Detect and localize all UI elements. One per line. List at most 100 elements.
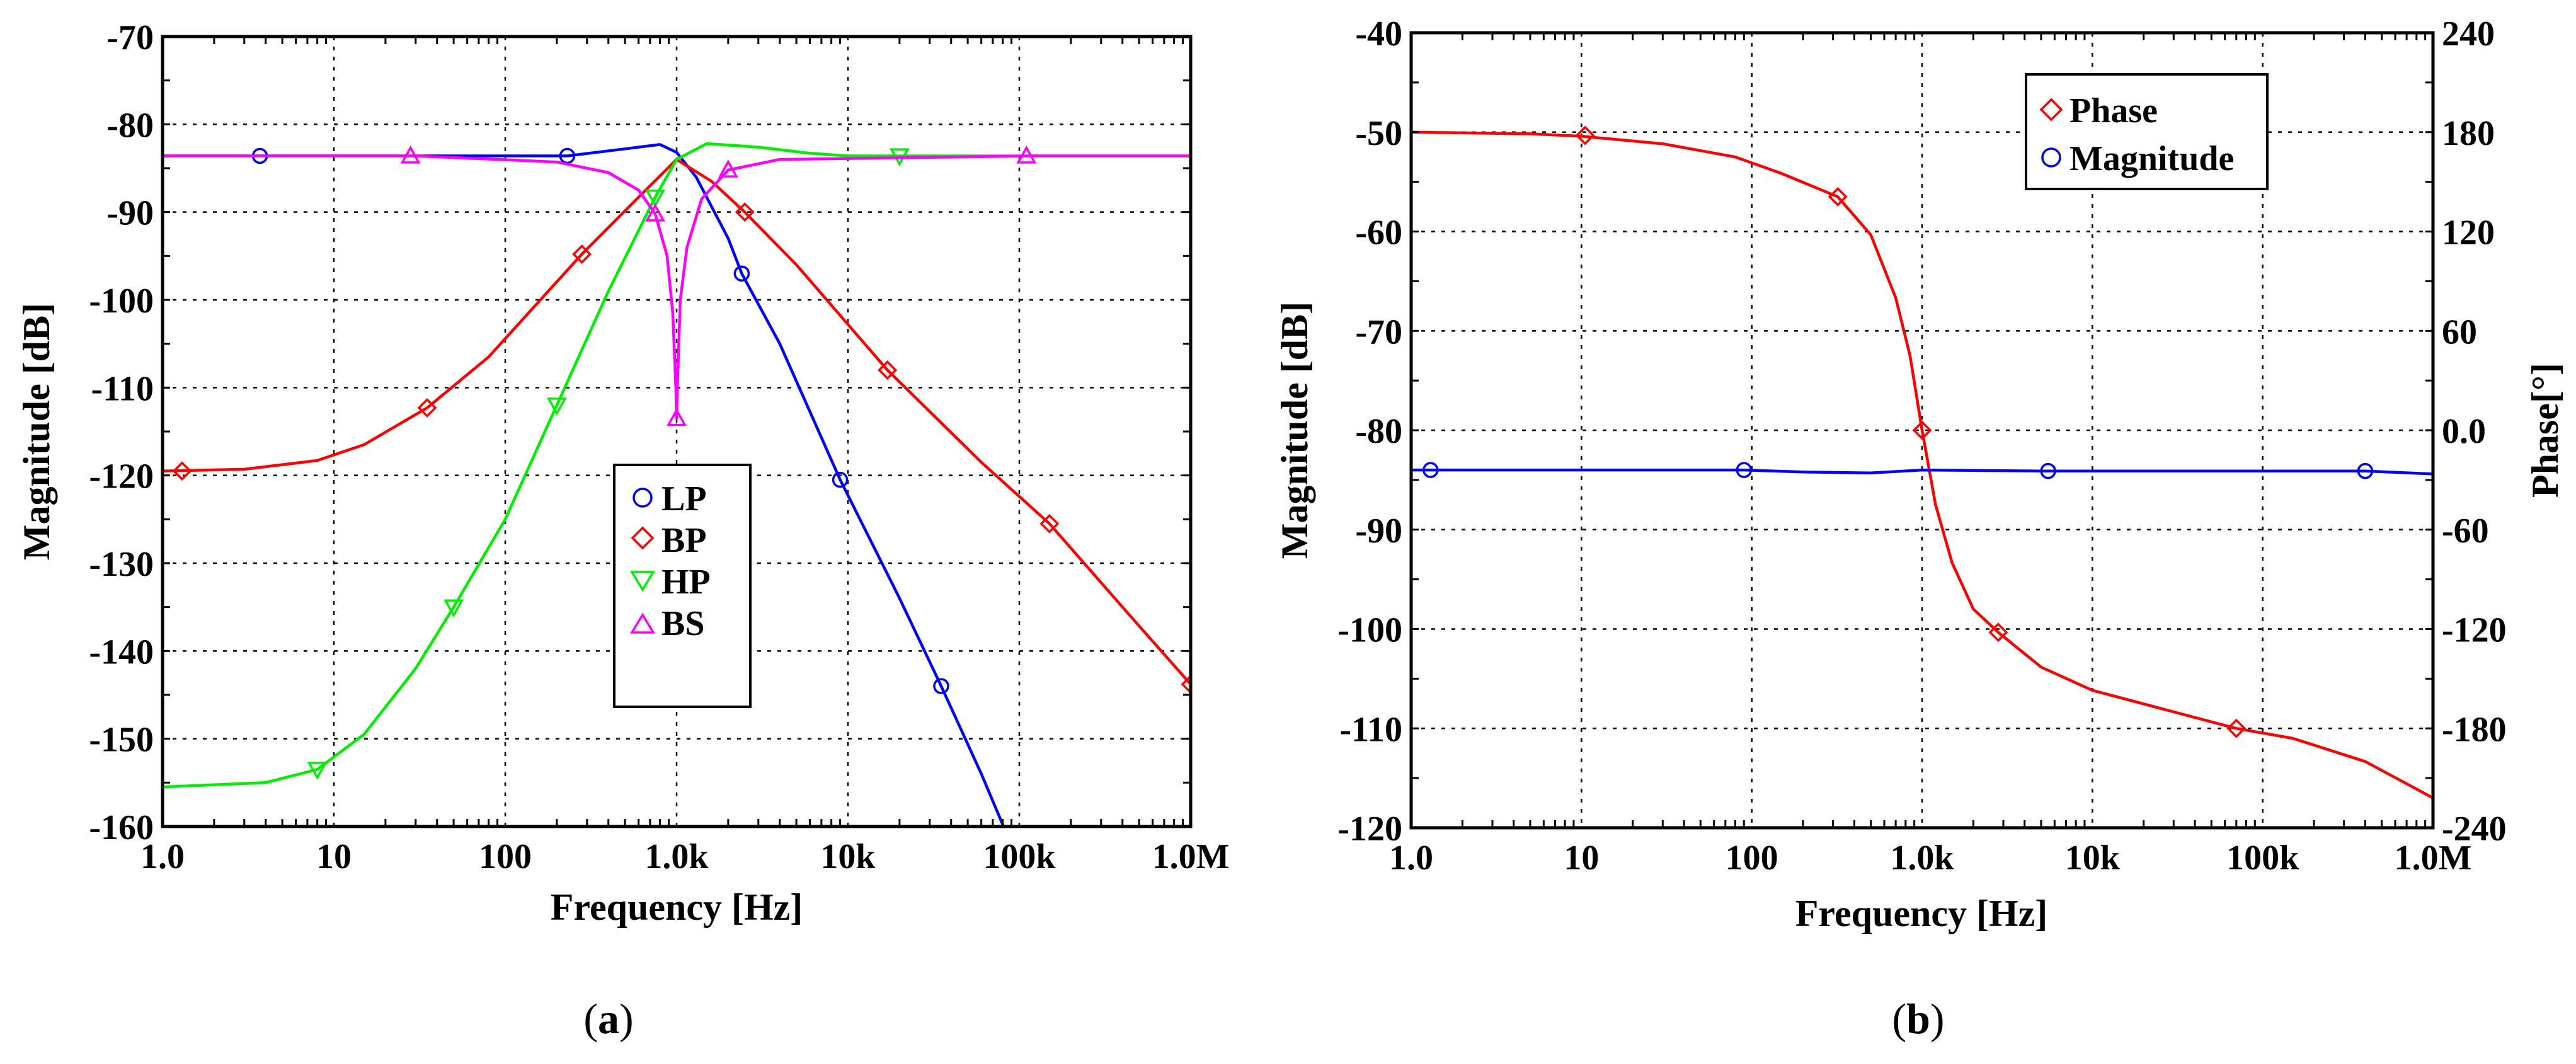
chart-b-legend: Phase Magnitude (2025, 73, 2269, 190)
chart-a-marker-bs (1016, 145, 1037, 164)
chart-a-y-ticks: -70 -80 -90 -100 -110 -120 -130 -140 -150 -160 (89, 18, 1191, 847)
chart-a-line-hp (163, 142, 1191, 789)
chart-a-marker-lp (832, 471, 849, 488)
chart-b-xtick-label: 1.0k (1890, 838, 1954, 878)
chart-b-ytick-label: -90 (1355, 512, 1402, 551)
chart-b-x-ticks: 1.0 10 100 1.0k 10k 100k 1.0M (1389, 33, 2471, 878)
chart-b-marker-magnitude (1423, 462, 1439, 478)
chart-b-y2-ticks: 240 180 120 60 0.0 -60 -120 -180 -240 (2442, 14, 2507, 849)
chart-b-marker-magnitude (1736, 462, 1753, 478)
chart-a-xtick-label: 10k (820, 837, 876, 876)
chart-a-legend: LP BP HP BS (613, 464, 752, 708)
chart-a-marker-lp (733, 265, 750, 282)
chart-a-marker-bp (172, 461, 192, 481)
chart-b-y2tick-label: -60 (2442, 512, 2489, 551)
chart-b-ytick-label: -120 (1337, 809, 1402, 849)
chart-a-xtick-label: 100 (479, 837, 532, 876)
legend-magnitude-marker (2041, 147, 2061, 168)
chart-a-ytick-label: -130 (89, 545, 154, 584)
chart-b-marker-phase (1575, 125, 1595, 146)
chart-b-xtick-label: 10k (2065, 838, 2121, 878)
legend-hp-marker (629, 571, 656, 592)
chart-b-legend-box (2025, 73, 2269, 190)
chart-a-ytick-label: -90 (106, 194, 154, 233)
legend-magnitude-label: Magnitude (2069, 139, 2234, 178)
chart-a-marker-bs (400, 145, 421, 164)
chart-b-ytick-label: -70 (1355, 312, 1402, 352)
chart-a-marker-bp (1039, 513, 1060, 534)
chart-b-marker-magnitude (2357, 462, 2374, 479)
chart-a-marker-hp (307, 762, 328, 781)
chart-b-marker-phase (1988, 622, 2008, 643)
legend-bp-label: BP (661, 521, 707, 560)
chart-b-marker-phase (2226, 718, 2247, 738)
chart-b: 1.0 10 100 1.0k 10k 100k 1.0M -40 -50 -60 -70 -80 -… (1274, 14, 2566, 1043)
chart-a-ytick-label: -100 (89, 282, 154, 321)
chart-a-xtick-label: 1.0 (140, 837, 185, 876)
chart-b-marker-magnitude (2040, 462, 2056, 479)
chart-b-line-magnitude (1411, 468, 2433, 476)
legend-bs-label: BS (661, 604, 705, 643)
chart-b-xtick-label: 1.0 (1389, 838, 1433, 878)
chart-b-y2tick-label: 120 (2442, 214, 2495, 253)
chart-b-ytick-label: -50 (1355, 114, 1402, 153)
chart-a-marker-hp (546, 398, 567, 416)
chart-a-marker-bs (645, 203, 665, 222)
chart-a-legend-box (613, 464, 752, 708)
legend-hp-label: HP (661, 563, 711, 602)
chart-a-marker-hp (645, 189, 665, 208)
chart-b-y2tick-label: 60 (2442, 312, 2477, 352)
chart-b-y2tick-label: -240 (2442, 809, 2507, 849)
chart-b-xlabel: Frequency [Hz] (1795, 893, 2047, 934)
chart-b-marker-phase (1912, 420, 1932, 440)
legend-lp-marker (633, 488, 653, 508)
legend-phase-marker (2039, 98, 2063, 122)
chart-a-x-ticks: 1.0 10 100 1.0k 10k 100k 1.0M (140, 37, 1229, 876)
chart-a-marker-lp (933, 678, 949, 694)
chart-a-series (163, 142, 1191, 827)
chart-b-xtick-label: 100 (1726, 838, 1778, 878)
chart-a-marker-bs (718, 159, 738, 178)
chart-a-xlabel: Frequency [Hz] (551, 886, 803, 928)
chart-a-ytick-label: -140 (89, 632, 154, 672)
chart-a: 1.0 10 100 1.0k 10k 100k 1.0M -70 -80 -90 -100 -11… (16, 18, 1229, 1043)
chart-a-line-bs (163, 154, 1191, 420)
chart-a-grid (163, 37, 1191, 827)
chart-a-marker-bs (667, 408, 687, 426)
chart-a-caption: (a) (583, 995, 633, 1043)
chart-b-line-phase (1411, 130, 2433, 799)
chart-a-xtick-label: 10 (316, 837, 352, 876)
chart-a-marker-bp (1181, 674, 1191, 694)
chart-a-marker-hp (444, 599, 464, 618)
chart-a-ytick-label: -70 (106, 18, 154, 57)
chart-b-ytick-label: -60 (1355, 214, 1402, 253)
chart-a-xtick-label: 1.0k (644, 837, 709, 876)
chart-b-y2label: Phase[°] (2524, 363, 2566, 498)
chart-b-xtick-label: 10 (1564, 838, 1599, 878)
chart-b-ytick-label: -80 (1355, 412, 1402, 451)
chart-b-ytick-label: -40 (1355, 14, 1402, 54)
chart-b-xtick-label: 100k (2226, 838, 2299, 878)
legend-bp-marker (631, 526, 655, 550)
chart-a-ytick-label: -150 (89, 721, 154, 760)
chart-b-y2tick-label: 0.0 (2442, 412, 2486, 451)
chart-b-y2tick-label: -180 (2442, 710, 2507, 749)
chart-b-xtick-label: 1.0M (2395, 838, 2472, 878)
chart-b-marker-phase (1828, 186, 1848, 207)
chart-a-ytick-label: -120 (89, 457, 154, 496)
chart-b-ytick-label: -100 (1337, 611, 1402, 650)
chart-b-y2tick-label: -120 (2442, 611, 2507, 650)
chart-a-marker-bp (735, 202, 755, 222)
chart-a-xtick-label: 100k (983, 837, 1056, 876)
chart-a-line-lp (163, 143, 1005, 827)
chart-a-xtick-label: 1.0M (1152, 837, 1230, 876)
chart-b-caption: (b) (1892, 995, 1944, 1043)
chart-b-ytick-label: -110 (1339, 710, 1402, 749)
legend-bs-marker (629, 612, 656, 634)
legend-lp-label: LP (661, 479, 707, 518)
chart-b-y2tick-label: 180 (2442, 114, 2495, 153)
chart-a-ytick-label: -110 (91, 369, 154, 408)
chart-a-ytick-label: -160 (89, 808, 154, 847)
legend-phase-label: Phase (2069, 91, 2158, 130)
